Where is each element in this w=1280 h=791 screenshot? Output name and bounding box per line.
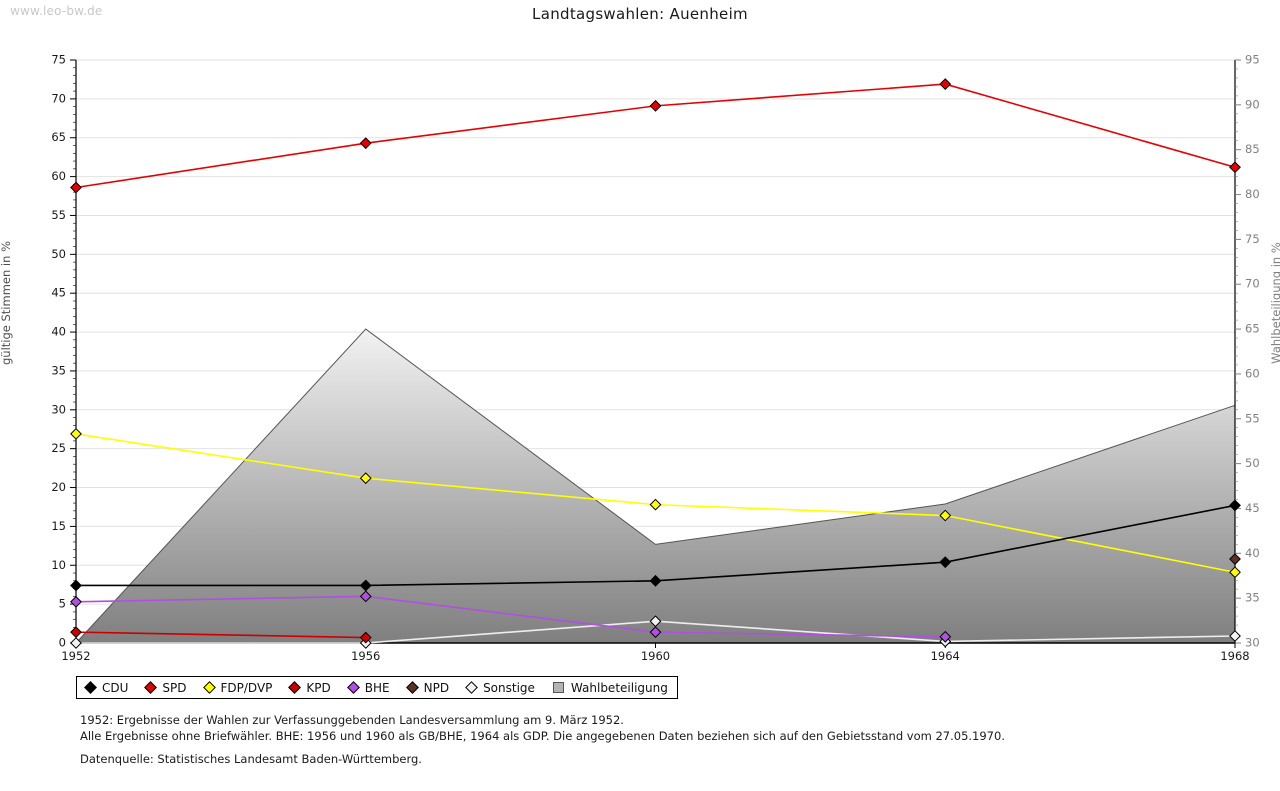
svg-text:50: 50	[1245, 456, 1260, 470]
svg-text:65: 65	[51, 130, 66, 144]
svg-text:40: 40	[51, 325, 66, 339]
legend-diamond-icon	[346, 681, 360, 694]
legend-item-bhe: BHE	[346, 680, 390, 695]
svg-text:1960: 1960	[641, 649, 670, 663]
legend-item-label: CDU	[102, 680, 129, 695]
legend-diamond-icon	[144, 681, 158, 694]
svg-text:1964: 1964	[931, 649, 960, 663]
legend-item-label: KPD	[306, 680, 331, 695]
svg-text:30: 30	[51, 402, 66, 416]
legend-diamond-icon	[405, 681, 419, 694]
legend-item-wahlbeteiligung: Wahlbeteiligung	[552, 680, 668, 695]
legend-item-kpd: KPD	[288, 680, 331, 695]
legend-item-label: BHE	[364, 680, 390, 695]
svg-text:25: 25	[51, 441, 66, 455]
legend-diamond-icon	[202, 681, 216, 694]
series-lines	[70, 78, 1241, 649]
svg-text:45: 45	[51, 286, 66, 300]
svg-text:5: 5	[59, 597, 66, 611]
svg-text:70: 70	[1245, 277, 1260, 291]
svg-text:75: 75	[51, 53, 66, 67]
legend-item-spd: SPD	[144, 680, 187, 695]
svg-text:0: 0	[59, 636, 66, 650]
legend-diamond-icon	[288, 681, 302, 694]
watermark: www.leo-bw.de	[10, 4, 103, 18]
svg-text:30: 30	[1245, 636, 1260, 650]
legend-item-cdu: CDU	[84, 680, 129, 695]
legend-item-label: FDP/DVP	[220, 680, 273, 695]
svg-text:20: 20	[51, 480, 66, 494]
legend-diamond-icon	[465, 681, 478, 694]
legend-item-label: NPD	[423, 680, 450, 695]
svg-text:15: 15	[51, 519, 66, 533]
footnote-source: Datenquelle: Statistisches Landesamt Bad…	[80, 752, 422, 766]
svg-text:95: 95	[1245, 53, 1260, 67]
svg-text:85: 85	[1245, 142, 1260, 156]
svg-text:75: 75	[1245, 232, 1260, 246]
svg-text:90: 90	[1245, 97, 1260, 111]
chart-legend: CDU SPD FDP/DVP KPD BHE NPD Sonstige Wahlbeteil…	[76, 676, 678, 699]
svg-text:60: 60	[51, 169, 66, 183]
svg-text:60: 60	[1245, 366, 1260, 380]
legend-diamond-icon	[84, 681, 97, 694]
axis-tick-labels: 0 5 10 15 20 25 30 35 40 45 50 55 60 65 70 75 30 35 40 45 50…	[51, 53, 1259, 663]
svg-text:55: 55	[1245, 411, 1260, 425]
legend-item-sonstige: Sonstige	[465, 680, 535, 695]
footnotes: 1952: Ergebnisse der Wahlen zur Verfassu…	[80, 712, 1005, 744]
svg-text:50: 50	[51, 247, 66, 261]
legend-square-icon	[552, 682, 564, 693]
legend-item-npd: NPD	[405, 680, 450, 695]
chart-title: Landtagswahlen: Auenheim	[532, 5, 748, 23]
svg-text:55: 55	[51, 208, 66, 222]
legend-item-label: Wahlbeteiligung	[570, 680, 668, 695]
svg-text:40: 40	[1245, 546, 1260, 560]
svg-text:65: 65	[1245, 322, 1260, 336]
svg-text:10: 10	[51, 558, 66, 572]
wahlbeteiligung-area	[75, 328, 1236, 644]
svg-text:45: 45	[1245, 501, 1260, 515]
svg-text:35: 35	[1245, 591, 1260, 605]
legend-item-label: SPD	[162, 680, 187, 695]
svg-text:80: 80	[1245, 187, 1260, 201]
footnote-line-2: Alle Ergebnisse ohne Briefwähler. BHE: 1…	[80, 729, 1005, 743]
legend-item-fdp-dvp: FDP/DVP	[202, 680, 273, 695]
svg-text:70: 70	[51, 91, 66, 105]
svg-text:1956: 1956	[351, 649, 380, 663]
svg-text:1952: 1952	[61, 649, 90, 663]
footnote-line-1: 1952: Ergebnisse der Wahlen zur Verfassu…	[80, 713, 624, 727]
legend-item-label: Sonstige	[483, 680, 535, 695]
svg-text:35: 35	[51, 363, 66, 377]
svg-text:1968: 1968	[1220, 649, 1249, 663]
